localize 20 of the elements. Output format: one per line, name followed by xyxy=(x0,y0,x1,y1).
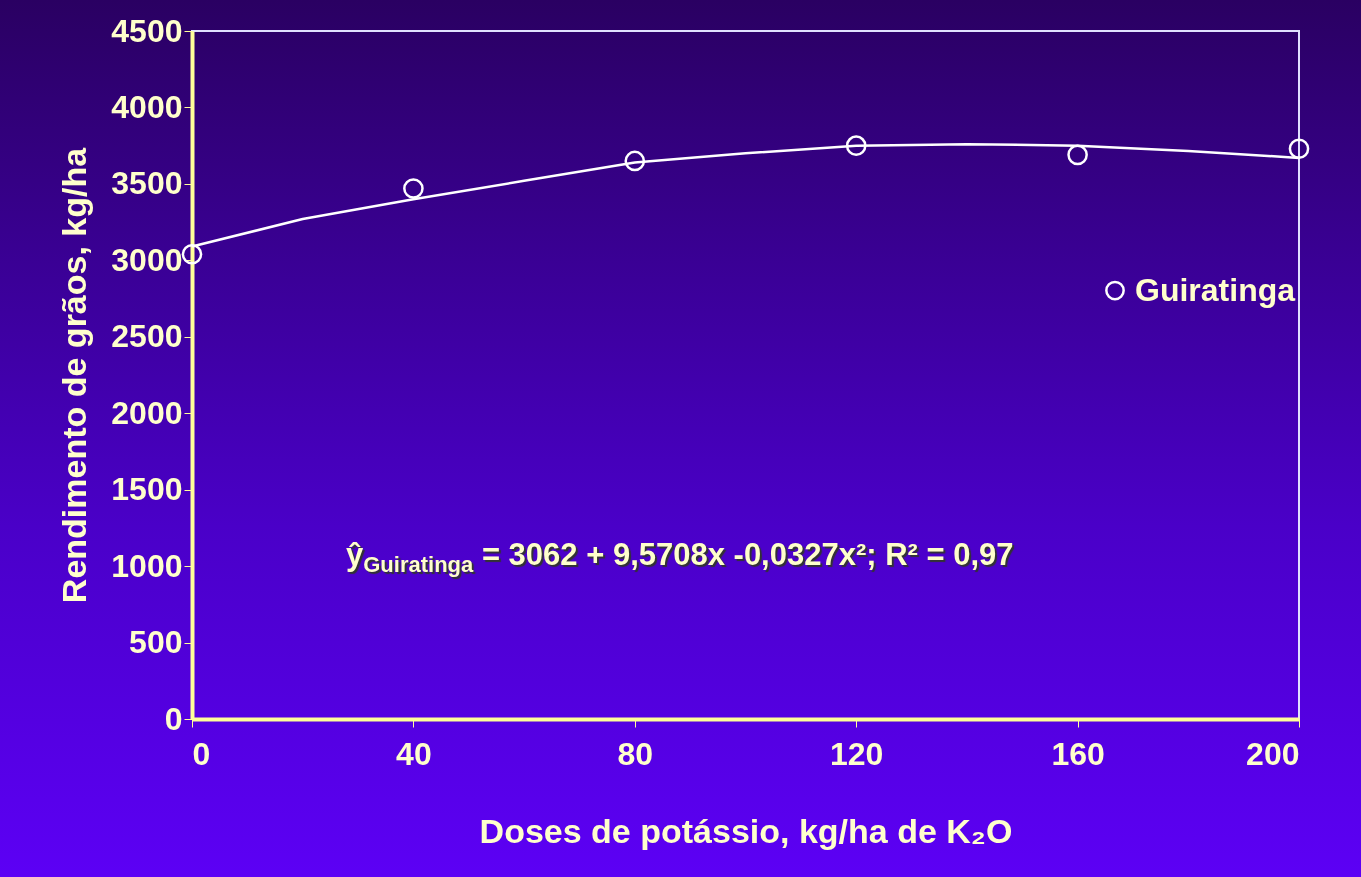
y-tick-label: 500 xyxy=(129,624,183,661)
y-tick-label: 1500 xyxy=(111,471,183,508)
y-tick-label: 0 xyxy=(164,700,183,737)
y-tick-label: 2500 xyxy=(111,318,183,355)
y-tick-label: 3000 xyxy=(111,241,183,278)
legend-label: Guiratinga xyxy=(1135,271,1296,308)
x-tick-label: 40 xyxy=(396,735,432,772)
y-tick-label: 4500 xyxy=(111,12,183,49)
y-tick-label: 1000 xyxy=(111,547,183,584)
x-tick-label: 160 xyxy=(1051,735,1105,772)
x-tick-label: 0 xyxy=(192,735,211,772)
y-tick-label: 3500 xyxy=(111,165,183,202)
y-axis-title: Rendimento de grãos, kg/ha xyxy=(55,146,94,604)
y-tick-label: 2000 xyxy=(111,394,183,431)
y-tick-label: 4000 xyxy=(111,88,183,125)
x-tick-label: 120 xyxy=(830,735,884,772)
annotation: ŷ$_{Guiratinga}$ = 3062 + 9,5708x -0,0327x²; R² = 0,97 xyxy=(346,537,1014,579)
x-tick-label: 80 xyxy=(617,735,654,772)
x-tick-label: 200 xyxy=(1246,735,1300,772)
x-axis-title: Doses de potássio, kg/ha de K₂O xyxy=(479,811,1013,850)
